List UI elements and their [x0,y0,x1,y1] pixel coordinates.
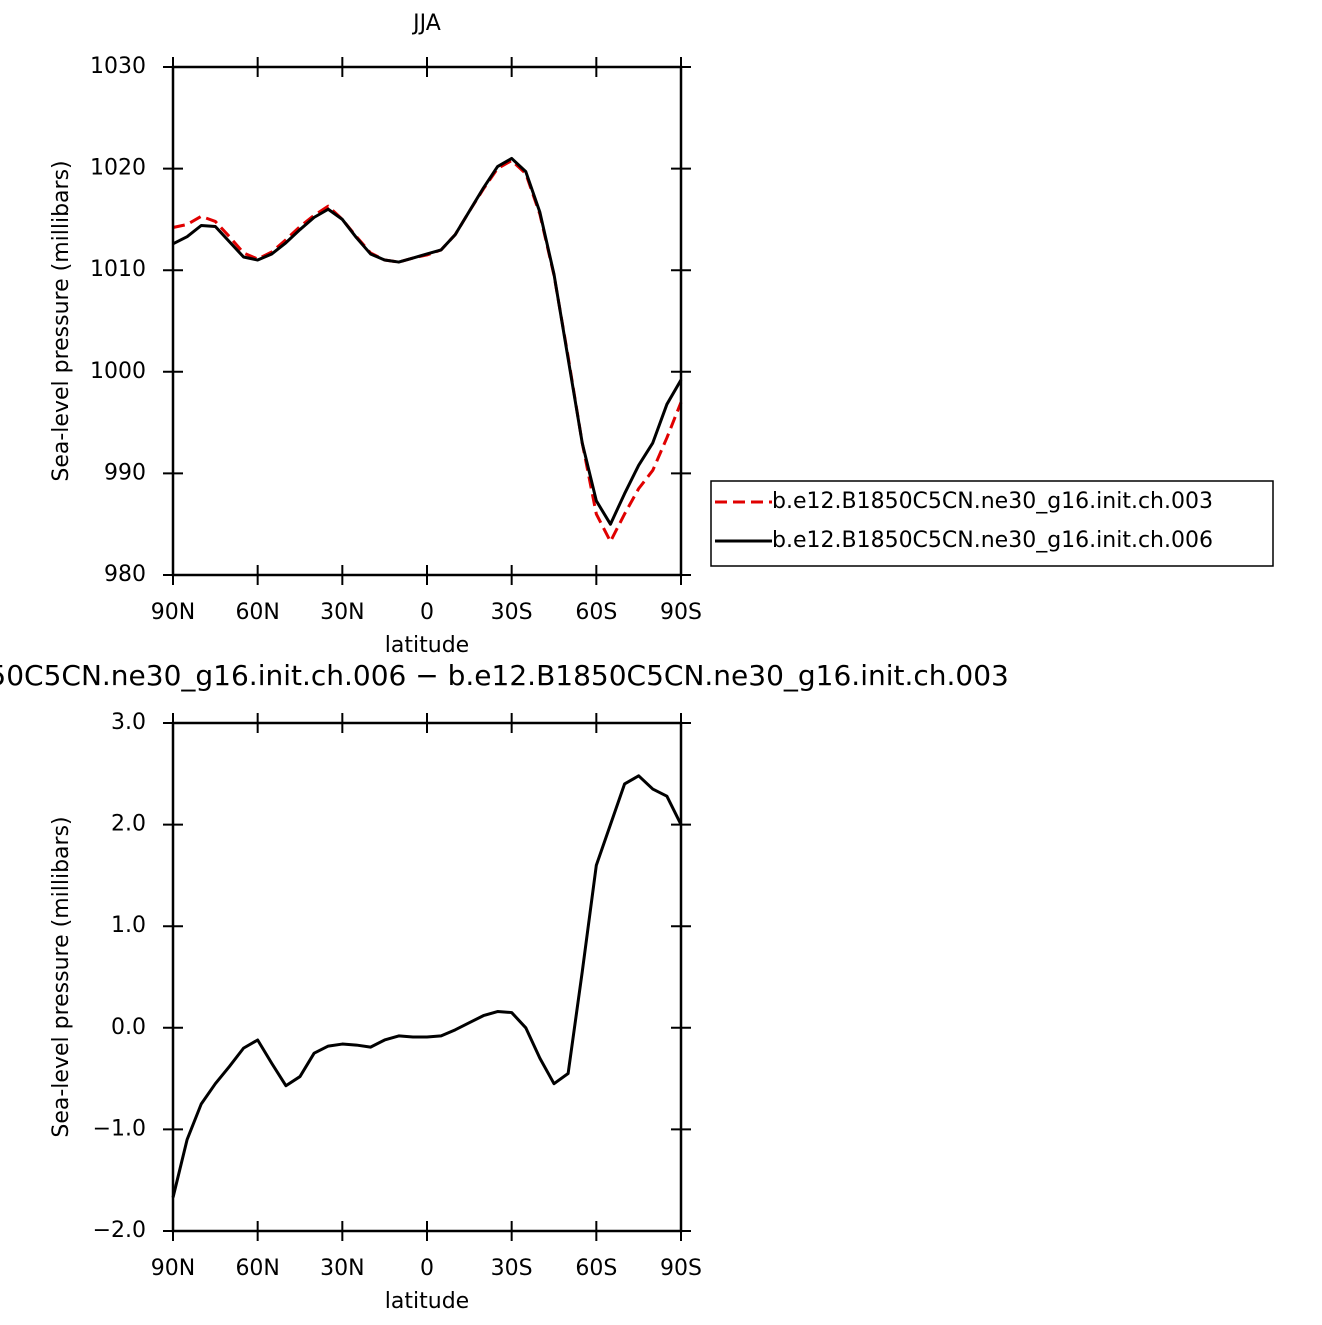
x-tick-label: 90N [151,600,195,625]
legend-label: b.e12.B1850C5CN.ne30_g16.init.ch.003 [772,489,1213,514]
x-tick-label: 60N [235,1256,279,1281]
y-tick-label: 3.0 [111,710,146,735]
x-tick-label: 30N [320,600,364,625]
y-tick-label: −2.0 [93,1218,146,1243]
x-tick-label: 60N [235,600,279,625]
chart-title: b.e12.B1850C5CN.ne30_g16.init.ch.006 − b… [0,659,1009,692]
x-axis-label: latitude [385,633,469,658]
x-tick-label: 0 [420,1256,434,1281]
data-line [172,158,683,543]
x-tick-label: 60S [575,1256,617,1281]
y-axis-label: Sea-level pressure (millibars) [49,160,74,481]
legend-box [710,480,1274,567]
x-tick-label: 30S [491,600,533,625]
y-tick-label: 1000 [90,359,146,384]
y-axis-label: Sea-level pressure (millibars) [49,816,74,1137]
x-tick-label: 90S [660,1256,702,1281]
x-tick-label: 0 [420,600,434,625]
data-line [172,156,683,526]
y-tick-label: 0.0 [111,1015,146,1040]
x-tick-label: 60S [575,600,617,625]
y-tick-label: 2.0 [111,812,146,837]
x-tick-label: 30N [320,1256,364,1281]
y-tick-label: 990 [104,460,146,485]
x-axis-label: latitude [385,1289,469,1314]
x-tick-label: 90N [151,1256,195,1281]
y-tick-label: −1.0 [93,1116,146,1141]
x-tick-label: 30S [491,1256,533,1281]
y-tick-label: 1030 [90,54,146,79]
plot-frame [171,721,683,1233]
y-tick-label: 980 [104,562,146,587]
y-tick-label: 1010 [90,257,146,282]
x-tick-label: 90S [660,600,702,625]
chart-title: JJA [411,11,441,36]
plot-frame [171,65,683,577]
legend-label: b.e12.B1850C5CN.ne30_g16.init.ch.006 [772,528,1213,553]
y-tick-label: 1.0 [111,913,146,938]
data-line [171,774,683,1198]
y-tick-label: 1020 [90,156,146,181]
